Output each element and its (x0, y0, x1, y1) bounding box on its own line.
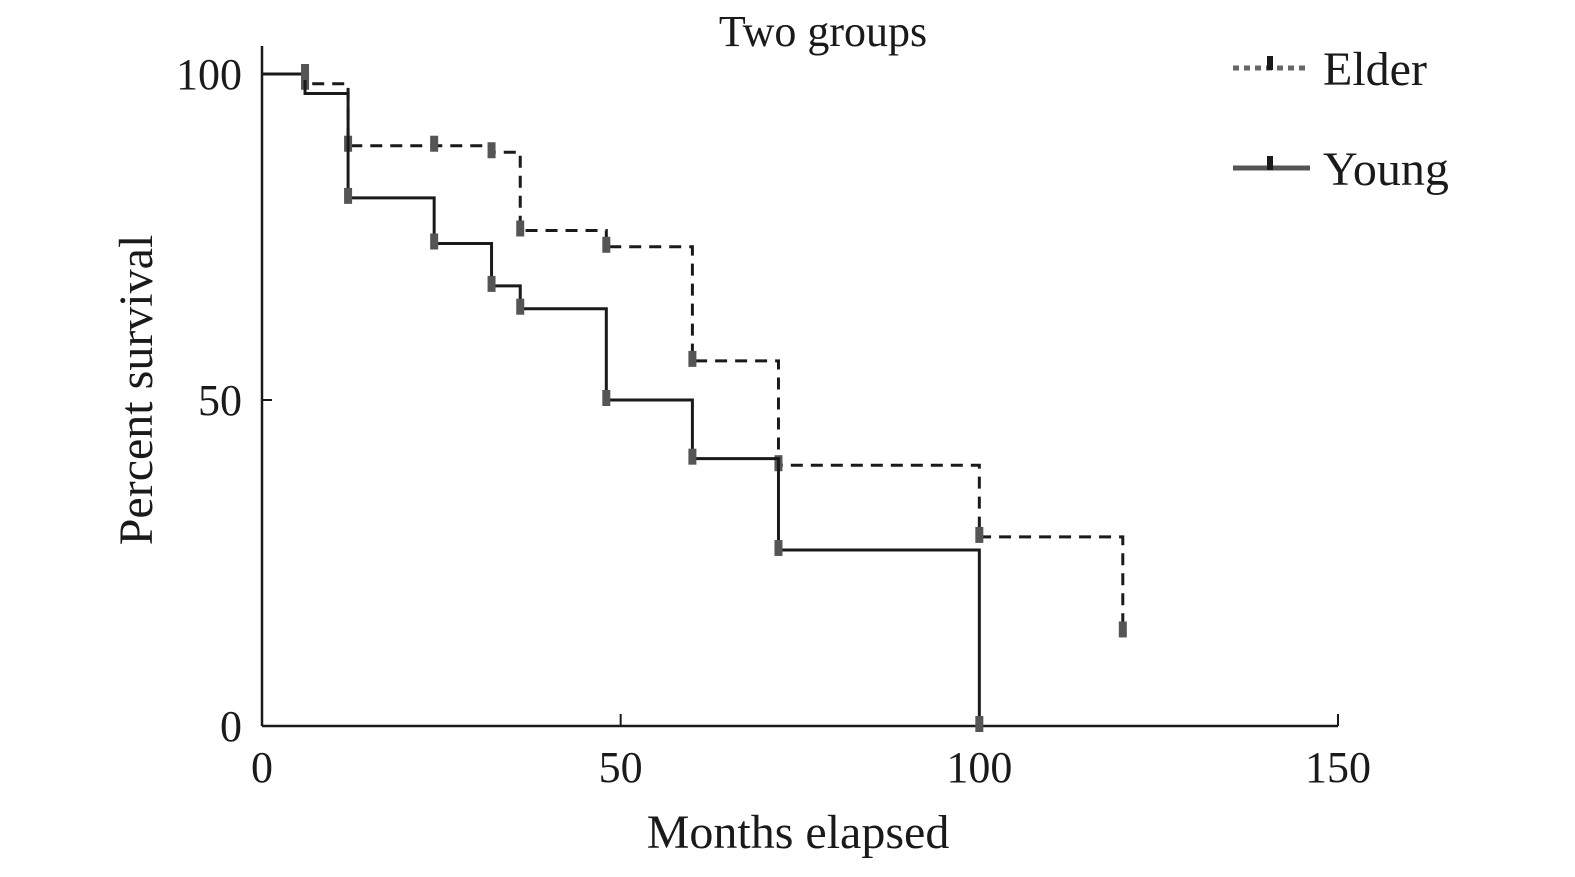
legend-censor-mark (1267, 56, 1273, 70)
y-axis-label: Percent survival (110, 235, 163, 546)
legend: Elder Young (1233, 43, 1449, 196)
censor-mark-young (602, 390, 611, 406)
series-group (262, 64, 1127, 732)
censor-mark-elder (975, 526, 984, 543)
x-tick-label: 0 (251, 743, 273, 792)
legend-censor-mark (1267, 156, 1273, 170)
censor-mark-elder (487, 142, 496, 159)
censor-mark-young (301, 64, 310, 80)
axes: 0 50 100 150 0 50 100 (176, 46, 1371, 792)
censor-mark-elder (688, 350, 697, 367)
censor-mark-young (430, 233, 439, 250)
censor-mark-young (774, 539, 783, 556)
x-axis-label: Months elapsed (647, 806, 950, 859)
y-tick-label: 50 (198, 376, 242, 425)
censor-mark-young (344, 187, 353, 204)
series-line-young (262, 72, 981, 726)
y-tick-label: 0 (220, 702, 242, 751)
legend-label-young: Young (1323, 143, 1449, 196)
censor-mark-young (975, 716, 984, 732)
x-tick-label: 50 (599, 743, 643, 792)
x-tick-label: 100 (946, 743, 1012, 792)
censor-mark-young (688, 448, 697, 465)
censor-mark-elder (602, 236, 611, 253)
legend-label-elder: Elder (1323, 43, 1427, 96)
censor-mark-elder (516, 220, 525, 237)
y-tick-label: 100 (176, 50, 242, 99)
censor-mark-young (487, 275, 496, 292)
censor-mark-young (516, 298, 525, 315)
x-tick-label: 150 (1305, 743, 1371, 792)
censor-mark-elder (1118, 621, 1127, 638)
censor-mark-elder (430, 135, 439, 152)
chart-title: Two groups (719, 7, 927, 56)
